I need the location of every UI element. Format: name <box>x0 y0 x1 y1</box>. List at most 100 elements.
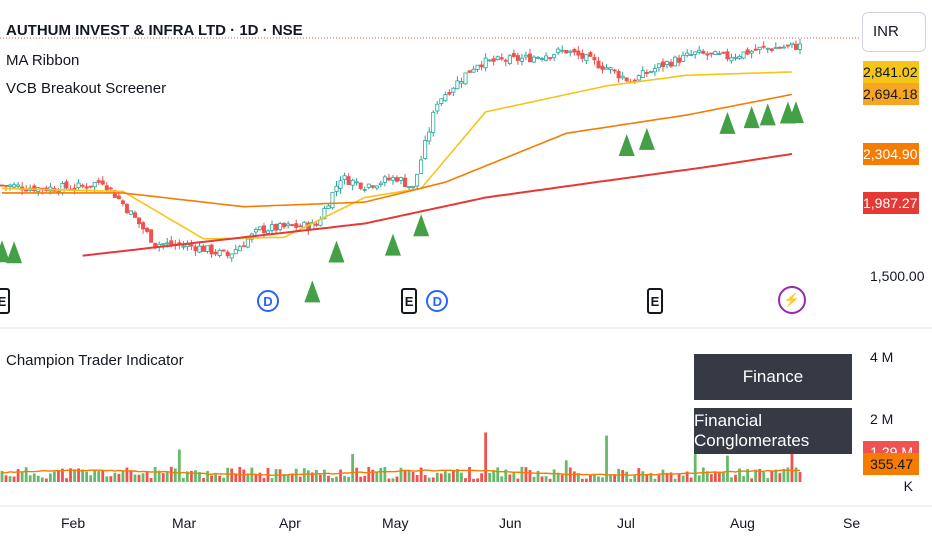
volume-bar <box>584 478 588 482</box>
price-tag-3: 1,987.27 <box>863 191 919 214</box>
volume-bar <box>157 470 161 482</box>
candle <box>205 245 210 254</box>
indicator-ma-ribbon[interactable]: MA Ribbon <box>6 52 80 69</box>
volume-bar <box>693 454 697 482</box>
candle <box>503 58 508 67</box>
candle <box>713 50 718 56</box>
volume-bar <box>762 471 766 482</box>
earnings-event-marker[interactable]: E <box>401 288 418 314</box>
volume-bar <box>190 470 193 482</box>
volume-bar <box>669 472 673 482</box>
candle-body <box>588 52 593 57</box>
earnings-event-marker[interactable]: E <box>0 288 10 314</box>
volume-bar <box>314 469 318 482</box>
candle-body <box>451 87 456 93</box>
candle-body <box>161 243 166 246</box>
candle-body <box>241 245 246 248</box>
candle-body <box>677 57 682 63</box>
candle-body <box>24 189 29 192</box>
volume-bar <box>532 476 536 482</box>
volume-bar <box>153 467 157 482</box>
candle-body <box>532 56 537 63</box>
volume-bar <box>476 478 479 482</box>
candle-body <box>108 187 113 190</box>
volume-bar <box>552 469 556 482</box>
volume-bar <box>105 476 109 482</box>
volume-bar <box>697 475 701 482</box>
volume-bar <box>52 471 56 482</box>
candle-body <box>721 51 726 54</box>
candle <box>669 59 674 68</box>
earnings-event-marker[interactable]: E <box>646 288 663 314</box>
volume-bar <box>468 467 471 482</box>
volume-bar <box>411 472 415 482</box>
candle <box>64 179 69 191</box>
volume-bar <box>609 474 612 482</box>
volume-bar <box>504 469 508 482</box>
candle-body <box>378 182 383 185</box>
candle-body <box>568 50 573 53</box>
candle-body <box>265 230 270 234</box>
volume-pane-title[interactable]: Champion Trader Indicator <box>6 352 184 369</box>
volume-bar <box>331 477 334 482</box>
candle <box>455 76 460 90</box>
candle-body <box>435 103 440 112</box>
candle <box>527 48 532 63</box>
volume-bar <box>750 478 754 482</box>
volume-bar <box>778 473 782 482</box>
split-event-marker[interactable]: ⚡ <box>777 286 806 314</box>
volume-bar <box>206 470 209 482</box>
volume-bar <box>484 432 488 482</box>
candle-body <box>636 75 641 81</box>
candle <box>604 64 609 70</box>
volume-bar <box>496 467 500 482</box>
volume-bar <box>738 468 741 482</box>
candle <box>435 101 440 115</box>
candle <box>471 66 476 73</box>
candle <box>532 55 537 63</box>
candle-body <box>326 205 331 209</box>
candle-body <box>507 55 512 64</box>
price-tag-2: 2,304.90 <box>863 142 919 165</box>
volume-bar <box>605 435 608 482</box>
currency-button[interactable]: INR <box>862 12 926 52</box>
symbol-title[interactable]: AUTHUM INVEST & INFRA LTD · 1D · NSE <box>6 22 303 39</box>
candle <box>717 50 722 56</box>
candle <box>511 49 516 58</box>
candle-body <box>467 70 472 73</box>
candle <box>749 49 754 59</box>
volume-bar <box>306 470 310 482</box>
candle-body <box>149 229 154 243</box>
candle <box>515 52 520 65</box>
candle <box>52 185 57 192</box>
dividend-event-marker[interactable]: D <box>426 290 449 312</box>
candle <box>600 61 605 74</box>
candle-body <box>104 185 109 191</box>
candle-body <box>527 53 532 63</box>
candle <box>370 184 375 189</box>
candle-body <box>644 72 649 75</box>
indicator-vcb-screener[interactable]: VCB Breakout Screener <box>6 80 167 97</box>
candle-body <box>427 131 432 142</box>
price-tag-0: 2,841.02 <box>863 60 919 83</box>
candle-body <box>459 81 464 84</box>
volume-bar <box>689 477 693 482</box>
candle <box>237 244 242 252</box>
candle-body <box>213 251 218 255</box>
volume-bar <box>431 477 435 482</box>
candle <box>431 110 436 137</box>
time-axis-label: May <box>382 515 409 531</box>
candle <box>793 40 798 51</box>
volume-bar <box>665 472 669 482</box>
candle-body <box>713 50 718 56</box>
volume-bar <box>717 471 721 482</box>
candle <box>697 45 702 55</box>
candle <box>382 175 387 187</box>
candle <box>153 242 158 250</box>
moving-average-line <box>1 71 792 240</box>
volume-bar <box>298 476 302 482</box>
candle <box>149 229 154 243</box>
dividend-event-marker[interactable]: D <box>257 290 279 312</box>
